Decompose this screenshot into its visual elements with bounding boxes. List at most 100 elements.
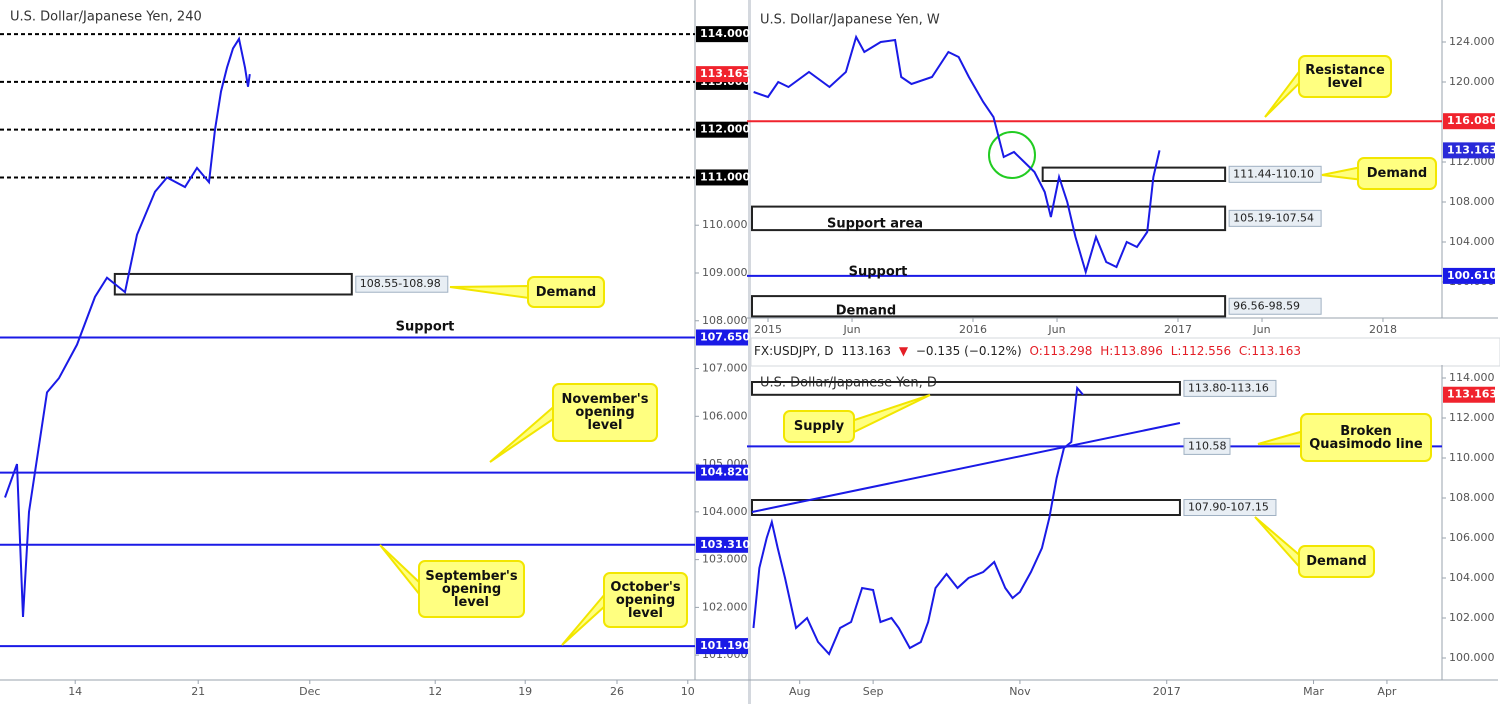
zone — [751, 381, 1181, 396]
annotation: Support area — [827, 217, 923, 232]
annotation: Support — [849, 265, 908, 280]
chart-title: U.S. Dollar/Japanese Yen, W — [760, 13, 940, 28]
y-tick-label: 106.000 — [1449, 531, 1495, 544]
y-tick-label: 108.000 — [702, 314, 748, 327]
y-tick-label: 103.000 — [702, 553, 748, 566]
zone-label: 107.90-107.15 — [1188, 501, 1269, 514]
y-tick-label: 100.000 — [1449, 651, 1495, 664]
callout-pointer — [1264, 67, 1301, 118]
x-tick-label: 2015 — [754, 323, 782, 336]
last-price: 113.163 — [841, 344, 891, 358]
y-tick-label: 102.000 — [1449, 611, 1495, 624]
chart-title: U.S. Dollar/Japanese Yen, D — [760, 376, 937, 391]
change: −0.135 (−0.12%) — [915, 344, 1022, 358]
symbol-header: FX:USDJPY, D 113.163 ▼ −0.135 (−0.12%) O… — [754, 344, 1305, 358]
callout: Demand — [1298, 545, 1375, 578]
level-label: 104.820 — [700, 466, 750, 479]
zone — [751, 499, 1181, 516]
callout: Resistance level — [1298, 55, 1392, 98]
x-tick-label: 2016 — [959, 323, 987, 336]
zone-label: 105.19-107.54 — [1233, 211, 1314, 224]
level-label: 101.190 — [700, 639, 750, 652]
close: C:113.163 — [1238, 344, 1301, 358]
level-label: 100.610 — [1447, 269, 1497, 282]
y-tick-label: 104.000 — [1449, 235, 1495, 248]
x-tick-label: 21 — [191, 685, 205, 698]
price-line — [753, 34, 1161, 276]
x-tick-label: 26 — [610, 685, 624, 698]
x-tick-label: Sep — [863, 685, 884, 698]
callout-pointer — [1257, 430, 1303, 445]
zone-tag — [355, 275, 449, 293]
last-price-tag — [696, 66, 748, 83]
level-tag — [696, 464, 748, 481]
y-tick-label: 107.000 — [702, 362, 748, 375]
annotation: Support — [396, 320, 455, 335]
x-tick-label: 2018 — [1369, 323, 1397, 336]
price-line — [4, 36, 251, 617]
zone — [751, 205, 1227, 232]
callout-pointer — [489, 404, 555, 463]
panel-divider — [748, 0, 751, 704]
callout: Supply — [783, 410, 855, 443]
zone-label: 96.56-98.59 — [1233, 299, 1300, 312]
price-line — [752, 385, 1084, 656]
level-tag — [696, 638, 748, 655]
callout: Demand — [1357, 157, 1437, 190]
x-tick-label: 2017 — [1164, 323, 1192, 336]
high: H:113.896 — [1100, 344, 1163, 358]
annotation: Demand — [836, 304, 897, 319]
callout: September's opening level — [418, 560, 525, 618]
header-strip — [750, 337, 1500, 367]
highlight-circle — [988, 131, 1036, 179]
change-arrow: ▼ — [898, 344, 909, 358]
y-tick-label: 110.000 — [702, 218, 748, 231]
level-tag — [696, 329, 748, 346]
trendline — [751, 422, 1181, 513]
y-tick-label: 104.000 — [1449, 571, 1495, 584]
last-price-label: 113.163 — [1447, 388, 1497, 401]
y-tick-label: 106.000 — [702, 409, 748, 422]
callout: November's opening level — [552, 383, 658, 442]
open: O:113.298 — [1029, 344, 1093, 358]
y-tick-label: 124.000 — [1449, 35, 1495, 48]
x-tick-label: Jun — [1047, 323, 1065, 336]
zone-tag — [1228, 297, 1322, 315]
x-tick-label: Jun — [1252, 323, 1270, 336]
zone-tag — [1183, 499, 1277, 516]
level-tag — [1443, 267, 1495, 284]
zone-tag — [1183, 379, 1277, 397]
callout-pointer — [561, 591, 606, 646]
zone — [1041, 166, 1227, 183]
x-tick-label: Nov — [1009, 685, 1031, 698]
level-tag — [696, 121, 748, 138]
y-tick-label: 109.000 — [702, 266, 748, 279]
x-tick-label: Jun — [842, 323, 860, 336]
y-tick-label: 120.000 — [1449, 75, 1495, 88]
level-label: 103.310 — [700, 538, 750, 551]
y-tick-label: 108.000 — [1449, 491, 1495, 504]
callout: October's opening level — [603, 572, 688, 628]
chart-title: U.S. Dollar/Japanese Yen, 240 — [10, 10, 202, 25]
last-price-label: 113.163 — [1447, 143, 1497, 156]
zone — [751, 295, 1227, 318]
x-tick-label: 12 — [428, 685, 442, 698]
x-tick-label: Aug — [789, 685, 810, 698]
symbol: FX:USDJPY, D — [754, 344, 834, 358]
y-tick-label: 110.000 — [1449, 451, 1495, 464]
y-tick-label: 112.000 — [1449, 411, 1495, 424]
zone — [113, 272, 353, 296]
callout-pointer — [449, 284, 530, 300]
level-tag — [696, 169, 748, 186]
x-tick-label: Mar — [1303, 685, 1324, 698]
level-tag — [1183, 437, 1231, 455]
level-label: 110.58 — [1188, 439, 1227, 452]
zone-label: 111.44-110.10 — [1233, 167, 1314, 180]
level-tag — [1443, 113, 1495, 130]
y-tick-label: 104.000 — [702, 505, 748, 518]
level-label: 107.650 — [700, 330, 750, 343]
callout: Demand — [527, 276, 605, 308]
level-label: 111.000 — [700, 170, 750, 183]
